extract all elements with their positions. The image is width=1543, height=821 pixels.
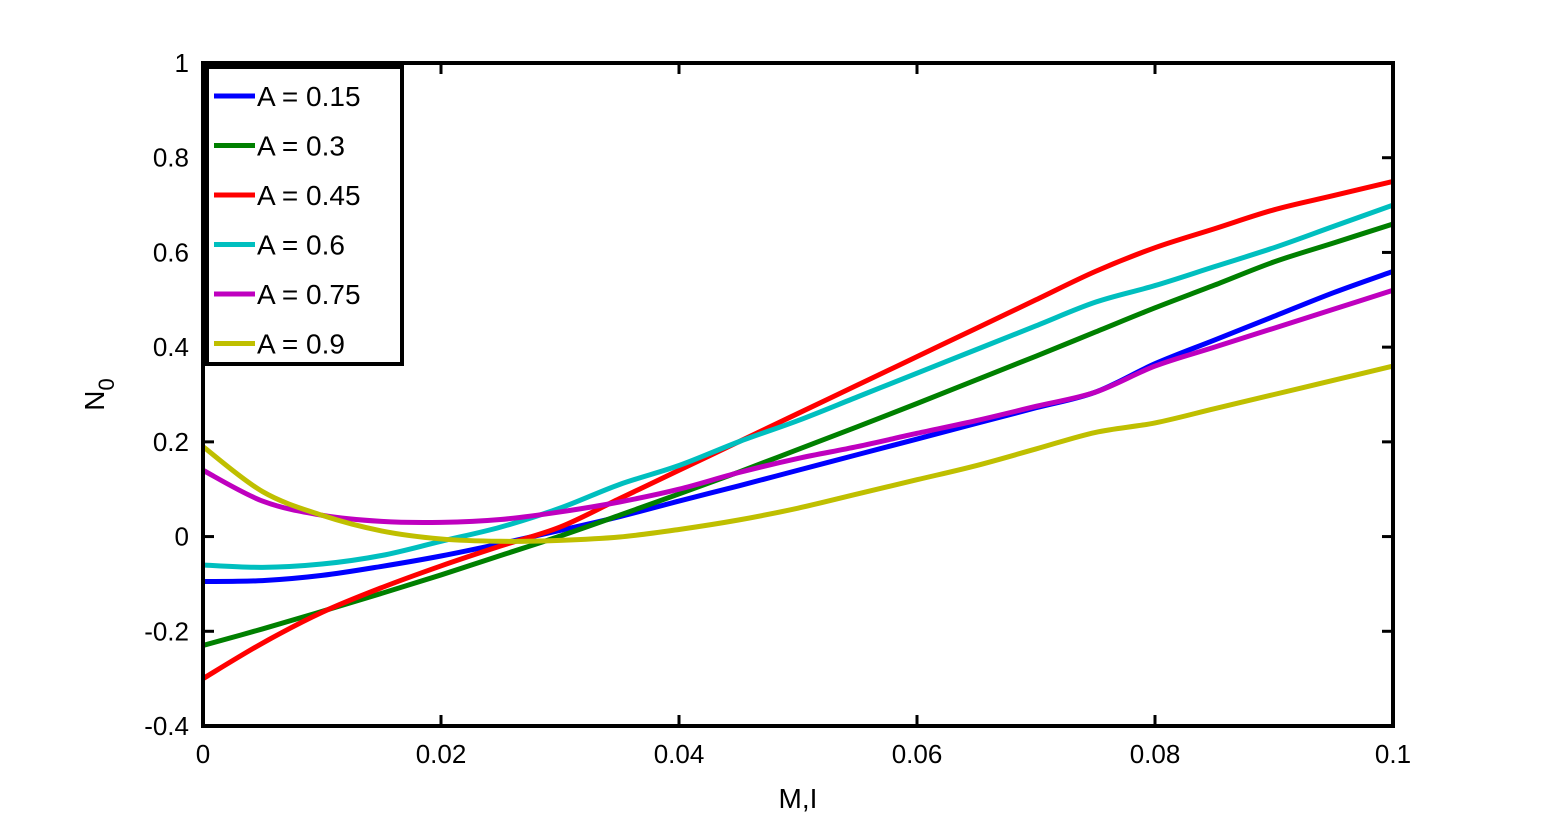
x-tick-label: 0.02 <box>416 739 467 769</box>
y-tick-label: -0.2 <box>144 616 189 646</box>
series-line-4 <box>203 202 1393 570</box>
series-lines <box>203 178 1393 682</box>
series-layer <box>203 178 1393 682</box>
axes-layer: 0 0.02 0.04 0.06 0.08 0.1 -0.4 -0.2 0 0.2 0.4 0.6 0.… <box>79 48 1411 814</box>
x-tick-label: 0 <box>196 739 210 769</box>
y-axis-label-subscript: 0 <box>94 378 119 390</box>
legend-label: A = 0.6 <box>257 230 345 261</box>
x-tick-label: 0.04 <box>654 739 705 769</box>
y-tick-label: 0.6 <box>153 237 189 267</box>
y-axis-label-main: N <box>79 391 110 411</box>
y-tick-label: 0.8 <box>153 143 189 173</box>
x-axis-label: M,I <box>779 783 818 814</box>
x-tick-label: 0.06 <box>892 739 943 769</box>
legend-label: A = 0.3 <box>257 131 345 162</box>
legend-label: A = 0.15 <box>257 81 361 112</box>
legend-box <box>205 65 404 366</box>
x-tick-label: 0.08 <box>1130 739 1181 769</box>
series-line-6 <box>203 363 1393 544</box>
axes-frame <box>201 61 1395 728</box>
series-line-1 <box>203 268 1393 585</box>
legend: A = 0.15 A = 0.3 A = 0.45 A = 0.6 A = 0.75 A … <box>205 65 404 366</box>
series-line-5 <box>203 287 1393 526</box>
y-tick-label: -0.4 <box>144 711 189 741</box>
y-tick-label: 1 <box>175 48 189 78</box>
legend-label: A = 0.75 <box>257 279 361 310</box>
series-line-3 <box>203 178 1393 682</box>
y-tick-label: 0.2 <box>153 427 189 457</box>
y-tick-label: 0.4 <box>153 332 189 362</box>
y-axis-label: N0 <box>79 378 119 410</box>
legend-label: A = 0.9 <box>257 329 345 360</box>
y-tick-label: 0 <box>175 522 189 552</box>
series-line-2 <box>203 221 1393 648</box>
x-tick-label: 0.1 <box>1375 739 1411 769</box>
legend-label: A = 0.45 <box>257 180 361 211</box>
